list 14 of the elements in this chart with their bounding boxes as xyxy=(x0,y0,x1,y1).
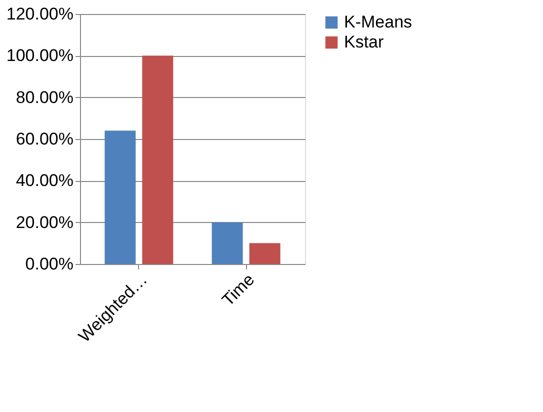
legend-label: K-Means xyxy=(344,12,412,32)
x-tick-label: Time xyxy=(218,270,258,310)
legend-label: Kstar xyxy=(344,32,384,52)
bar xyxy=(142,56,174,264)
bar xyxy=(212,222,243,264)
y-tick-label: 40.00% xyxy=(16,171,74,190)
y-tick-label: 100.00% xyxy=(6,46,74,66)
bar xyxy=(104,130,136,264)
y-tick-label: 80.00% xyxy=(16,88,74,107)
y-tick-label: 20.00% xyxy=(16,212,74,232)
y-tick-label: 0.00% xyxy=(25,254,74,274)
y-tick-label: 60.00% xyxy=(16,130,74,148)
bar xyxy=(249,243,280,264)
y-tick-label: 120.00% xyxy=(6,4,74,24)
